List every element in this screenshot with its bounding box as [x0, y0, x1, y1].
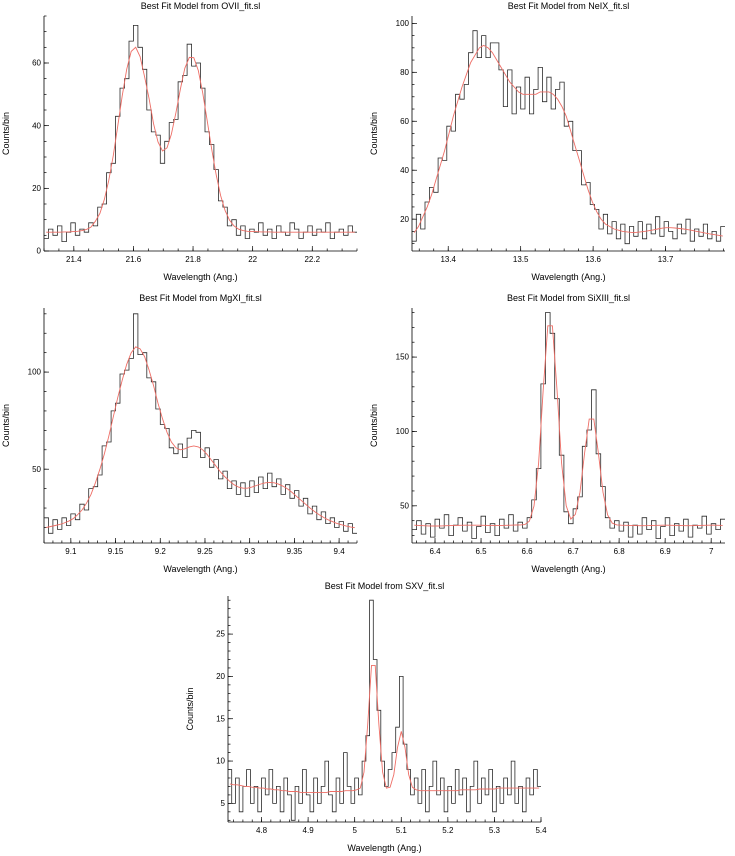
x-tick-label: 5.1 — [396, 826, 408, 835]
plot-sxv: Best Fit Model from SXV_fit.sl Wavelength… — [184, 580, 551, 856]
y-tick-label: 100 — [396, 19, 410, 28]
y-tick-label: 5 — [221, 799, 226, 808]
model-curve — [413, 44, 723, 237]
x-tick-label: 6.8 — [614, 547, 626, 556]
y-tick-label: 20 — [32, 184, 41, 193]
plot-sixiii: Best Fit Model from SiXIII_fit.sl Wavelen… — [368, 292, 735, 577]
y-axis-label: Counts/bin — [369, 112, 379, 155]
data-histogram — [228, 599, 541, 821]
y-tick-label: 20 — [400, 215, 409, 224]
y-tick-label: 20 — [216, 672, 225, 681]
y-tick-label: 100 — [396, 427, 410, 436]
y-tick-label: 60 — [32, 59, 41, 68]
x-axis-label: Wavelength (Ang.) — [163, 272, 237, 282]
x-tick-label: 22 — [248, 255, 257, 264]
y-tick-label: 50 — [32, 465, 41, 474]
x-tick-label: 9.35 — [287, 547, 303, 556]
y-tick-label: 40 — [32, 121, 41, 130]
x-tick-label: 4.9 — [303, 826, 315, 835]
x-tick-label: 13.4 — [440, 255, 456, 264]
y-tick-label: 10 — [216, 757, 225, 766]
x-tick-label: 9.15 — [108, 547, 124, 556]
plot-neix: Best Fit Model from NeIX_fit.sl Wavelengt… — [368, 0, 735, 285]
x-tick-label: 7 — [709, 547, 714, 556]
x-tick-label: 5.3 — [489, 826, 501, 835]
x-tick-label: 5.2 — [442, 826, 454, 835]
x-tick-label: 13.6 — [585, 255, 601, 264]
x-tick-label: 13.5 — [513, 255, 529, 264]
data-histogram — [412, 30, 725, 245]
sxv-chart: Best Fit Model from SXV_fit.sl Wavelength… — [185, 581, 547, 853]
neix-chart: Best Fit Model from NeIX_fit.sl Wavelengt… — [369, 1, 725, 282]
y-tick-label: 100 — [28, 368, 42, 377]
model-curve — [46, 46, 355, 233]
x-axis-label: Wavelength (Ang.) — [163, 564, 237, 574]
y-tick-label: 15 — [216, 714, 225, 723]
chart-title: Best Fit Model from NeIX_fit.sl — [508, 1, 630, 11]
x-tick-label: 9.4 — [334, 547, 346, 556]
model-curve — [229, 664, 540, 793]
x-tick-label: 13.7 — [658, 255, 674, 264]
x-tick-label: 5 — [352, 826, 357, 835]
chart-title: Best Fit Model from SiXIII_fit.sl — [507, 293, 630, 303]
chart-title: Best Fit Model from OVII_fit.sl — [141, 1, 261, 11]
plot-ovii: Best Fit Model from OVII_fit.sl Wavelengt… — [0, 0, 367, 285]
x-tick-label: 6.9 — [660, 547, 672, 556]
data-histogram — [44, 313, 357, 534]
x-tick-label: 6.6 — [522, 547, 534, 556]
data-histogram — [44, 25, 357, 242]
data-histogram — [412, 312, 725, 539]
x-tick-label: 21.8 — [185, 255, 201, 264]
y-tick-label: 60 — [400, 117, 409, 126]
y-tick-label: 40 — [400, 166, 409, 175]
x-tick-label: 22.2 — [304, 255, 320, 264]
y-tick-label: 80 — [400, 68, 409, 77]
y-tick-label: 50 — [400, 501, 409, 510]
x-tick-label: 5.4 — [535, 826, 547, 835]
y-tick-label: 150 — [396, 353, 410, 362]
y-axis-label: Counts/bin — [185, 687, 195, 730]
x-tick-label: 21.6 — [126, 255, 142, 264]
x-tick-label: 21.4 — [66, 255, 82, 264]
y-axis-label: Counts/bin — [1, 112, 11, 155]
x-axis-label: Wavelength (Ang.) — [531, 272, 605, 282]
x-tick-label: 9.2 — [155, 547, 167, 556]
plot-mgxi: Best Fit Model from MgXI_fit.sl Wavelengt… — [0, 292, 367, 577]
y-axis-label: Counts/bin — [369, 404, 379, 447]
model-curve — [414, 325, 723, 527]
x-tick-label: 9.25 — [197, 547, 213, 556]
x-tick-label: 6.4 — [429, 547, 441, 556]
mgxi-chart: Best Fit Model from MgXI_fit.sl Wavelengt… — [1, 293, 358, 574]
chart-title: Best Fit Model from MgXI_fit.sl — [139, 293, 262, 303]
x-axis-label: Wavelength (Ang.) — [531, 564, 605, 574]
y-tick-label: 0 — [37, 247, 42, 256]
y-tick-label: 25 — [216, 630, 225, 639]
x-axis-label: Wavelength (Ang.) — [347, 843, 421, 853]
x-tick-label: 4.8 — [256, 826, 268, 835]
y-axis-label: Counts/bin — [1, 404, 11, 447]
ovii-chart: Best Fit Model from OVII_fit.sl Wavelengt… — [1, 1, 358, 282]
x-tick-label: 6.7 — [568, 547, 580, 556]
chart-title: Best Fit Model from SXV_fit.sl — [325, 581, 445, 591]
model-curve — [46, 346, 355, 529]
sixiii-chart: Best Fit Model from SiXIII_fit.sl Wavelen… — [369, 293, 725, 574]
x-tick-label: 9.1 — [65, 547, 77, 556]
x-tick-label: 6.5 — [475, 547, 487, 556]
x-tick-label: 9.3 — [244, 547, 256, 556]
